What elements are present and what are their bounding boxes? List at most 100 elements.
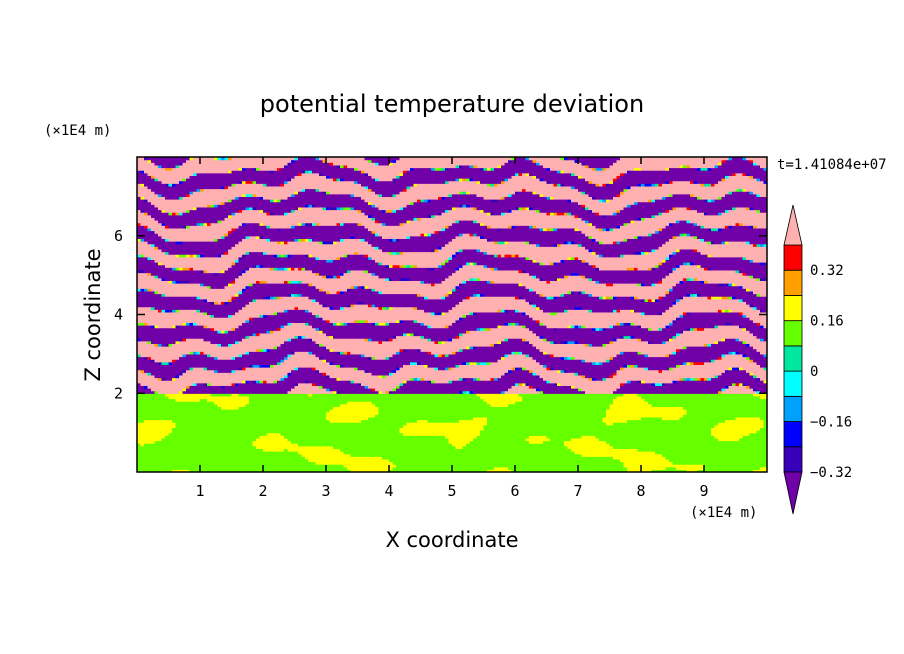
heatmap-cell [490, 267, 495, 271]
heatmap-cell [273, 254, 278, 258]
heatmap-cell [382, 235, 408, 239]
heatmap-cell [725, 338, 737, 342]
heatmap-cell [539, 227, 544, 232]
heatmap-cell [732, 225, 751, 229]
heatmap-cell [627, 380, 632, 384]
heatmap-cell [389, 264, 394, 268]
heatmap-cell [266, 251, 355, 255]
heatmap-cell [539, 361, 593, 365]
heatmap-cell [574, 227, 579, 232]
heatmap-cell [746, 172, 751, 176]
heatmap-cell [385, 277, 390, 281]
heatmap-cell [749, 206, 754, 211]
heatmap-cell [224, 301, 229, 305]
heatmap-cell [623, 461, 674, 465]
heatmap-cell [417, 183, 488, 187]
heatmap-cell [308, 322, 334, 326]
heatmap-cell [196, 188, 201, 192]
heatmap-cell [375, 259, 446, 263]
heatmap-cell [518, 367, 523, 371]
heatmap-cell [242, 367, 247, 371]
heatmap-cell [753, 346, 767, 350]
heatmap-cell [756, 225, 767, 229]
heatmap-cell [252, 443, 299, 447]
heatmap-cell [217, 369, 233, 373]
heatmap-cell [207, 367, 240, 371]
heatmap-cell [578, 227, 600, 232]
heatmap-cell [371, 188, 404, 192]
heatmap-cell [669, 209, 698, 213]
heatmap-cell [522, 206, 527, 211]
heatmap-cell [305, 204, 310, 208]
heatmap-cell [606, 359, 611, 363]
heatmap-cell [714, 340, 719, 344]
heatmap-cell [420, 322, 425, 326]
heatmap-cell [487, 327, 492, 331]
heatmap-cell [238, 272, 243, 276]
heatmap-cell [637, 283, 642, 287]
heatmap-cell [277, 346, 324, 350]
heatmap-cell [179, 390, 184, 394]
heatmap-cell [298, 267, 303, 271]
heatmap-cell [627, 170, 632, 174]
heatmap-cell [606, 422, 614, 426]
heatmap-cell [406, 380, 429, 384]
heatmap-cell [623, 364, 628, 368]
heatmap-cell [662, 212, 705, 216]
heatmap-cell [343, 272, 373, 276]
heatmap-cell [137, 157, 145, 161]
heatmap-cell [760, 277, 767, 281]
heatmap-cell [413, 183, 418, 187]
heatmap-cell [693, 327, 698, 331]
heatmap-cell [256, 235, 261, 239]
heatmap-cell [627, 222, 670, 226]
heatmap-cell [364, 172, 369, 176]
heatmap-cell [375, 220, 380, 224]
heatmap-cell [683, 277, 688, 281]
heatmap-cell [151, 359, 156, 363]
heatmap-cell [704, 361, 758, 365]
heatmap-cell [753, 290, 767, 295]
heatmap-cell [746, 343, 751, 347]
y-tick-label: 6 [114, 227, 123, 245]
heatmap-cell [294, 385, 320, 389]
heatmap-cell [158, 246, 233, 250]
heatmap-cell [487, 238, 492, 242]
heatmap-cell [249, 235, 257, 239]
heatmap-cell [469, 361, 478, 365]
heatmap-cell [231, 314, 261, 318]
heatmap-cell [193, 267, 229, 271]
heatmap-cell [445, 293, 450, 297]
heatmap-cell [560, 259, 565, 263]
heatmap-cell [431, 214, 436, 218]
heatmap-cell [137, 277, 163, 281]
heatmap-cell [322, 159, 327, 163]
heatmap-cell [168, 432, 268, 436]
heatmap-cell [151, 388, 184, 392]
heatmap-cell [571, 272, 579, 276]
heatmap-cell [228, 233, 376, 237]
heatmap-cell [637, 217, 642, 221]
heatmap-cell [158, 343, 163, 347]
heatmap-cell [277, 254, 282, 258]
heatmap-cell [378, 220, 408, 224]
heatmap-cell [739, 437, 767, 442]
heatmap-cell [756, 361, 767, 365]
heatmap-cell [704, 377, 709, 381]
heatmap-cell [347, 401, 373, 405]
colorbar: 0.320.160−0.16−0.32 [783, 204, 852, 515]
heatmap-cell [623, 351, 639, 355]
heatmap-cell [312, 283, 432, 287]
heatmap-cell [728, 175, 751, 179]
heatmap-cell [620, 241, 667, 245]
heatmap-cell [466, 330, 471, 334]
heatmap-cell [585, 178, 614, 182]
heatmap-cell [410, 185, 572, 190]
heatmap-cell [588, 193, 618, 197]
heatmap-cell [431, 311, 436, 316]
heatmap-cell [452, 272, 530, 276]
heatmap-cell [455, 351, 513, 355]
heatmap-cell [154, 246, 159, 250]
heatmap-cell [480, 209, 485, 213]
heatmap-cell [578, 290, 583, 295]
